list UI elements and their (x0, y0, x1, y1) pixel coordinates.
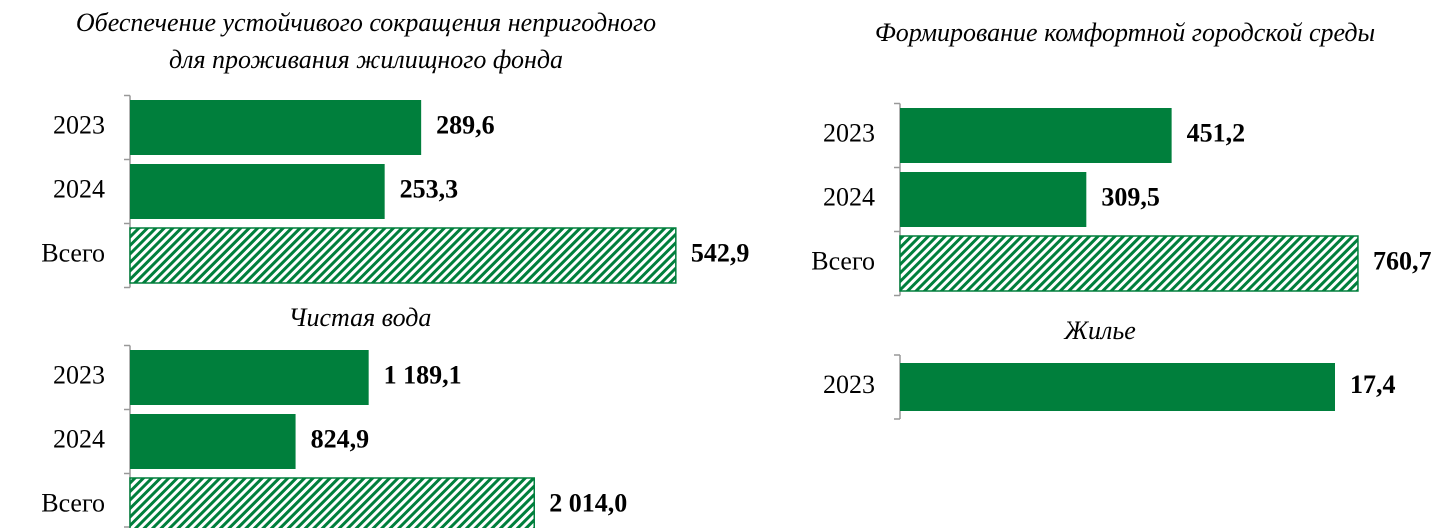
category-label: 2023 (823, 370, 875, 399)
value-label: 289,6 (436, 110, 495, 139)
value-label: 760,7 (1373, 246, 1432, 275)
value-label: 253,3 (400, 174, 459, 203)
value-label: 17,4 (1350, 370, 1396, 399)
category-label: 2024 (53, 424, 105, 453)
chart-title: Обеспечение устойчивого сокращения непри… (76, 8, 656, 74)
value-label: 309,5 (1101, 182, 1160, 211)
bar (130, 164, 385, 219)
bar (129, 227, 677, 284)
bar (129, 477, 535, 528)
bar (900, 363, 1335, 411)
value-label: 2 014,0 (549, 488, 627, 517)
value-label: 824,9 (311, 424, 370, 453)
category-label: Всего (41, 238, 105, 267)
bar (130, 414, 296, 469)
value-label: 1 189,1 (384, 360, 462, 389)
bar (900, 172, 1087, 227)
chart-title: Жилье (1063, 316, 1136, 345)
category-label: 2023 (823, 118, 875, 147)
chart-title: Формирование комфортной городской среды (875, 18, 1375, 47)
category-label: 2024 (823, 182, 875, 211)
category-label: Всего (41, 488, 105, 517)
category-label: 2023 (53, 360, 105, 389)
value-label: 451,2 (1187, 118, 1246, 147)
category-label: 2024 (53, 174, 105, 203)
bar (900, 108, 1172, 163)
bar (130, 350, 369, 405)
bar (899, 235, 1359, 292)
chart-title: Чистая вода (289, 303, 432, 332)
bar (130, 100, 422, 155)
category-label: Всего (811, 246, 875, 275)
value-label: 542,9 (691, 238, 750, 267)
category-label: 2023 (53, 110, 105, 139)
